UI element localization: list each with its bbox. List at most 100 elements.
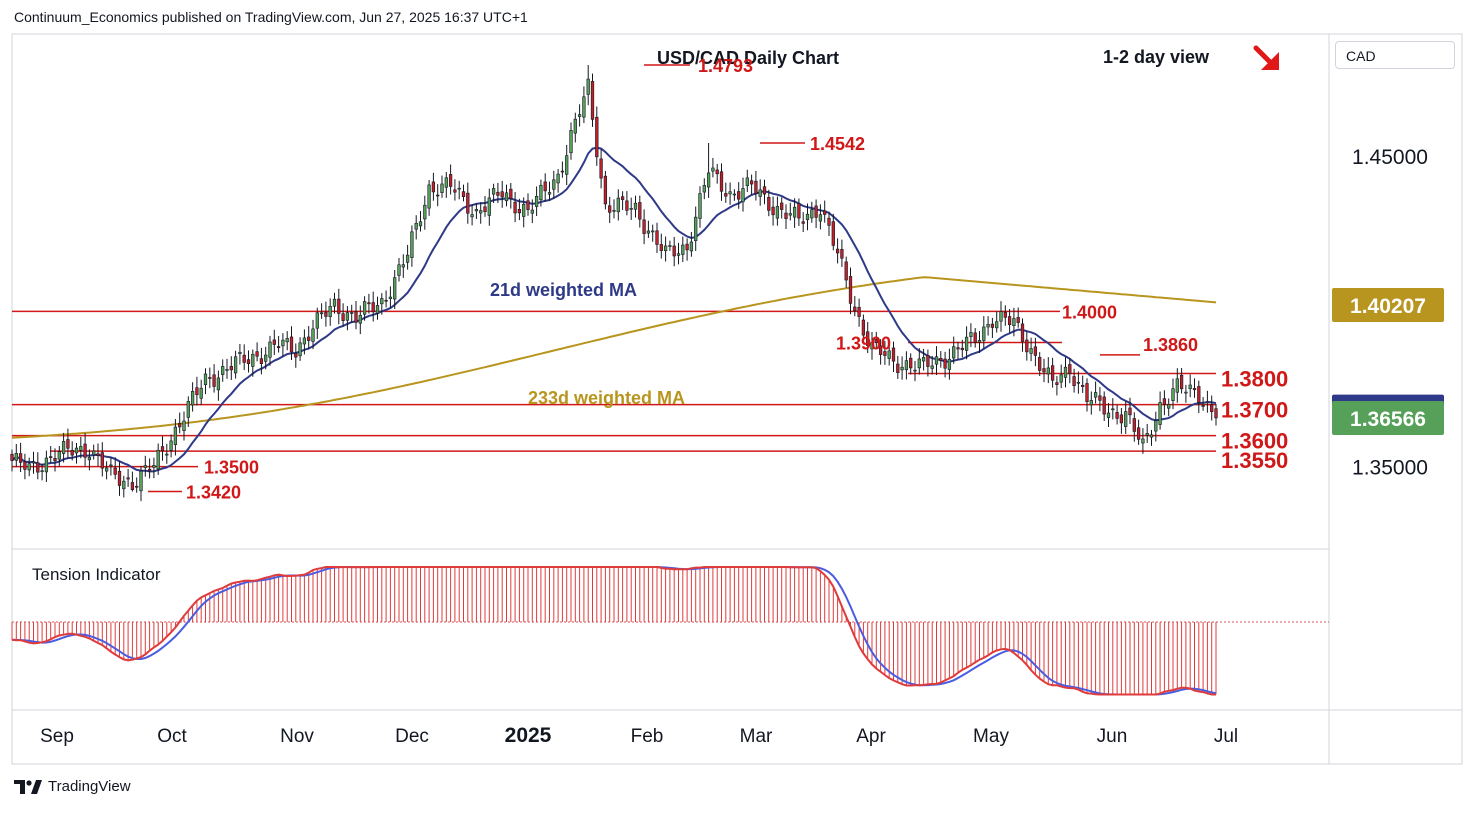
tradingview-branding[interactable]: TradingView (14, 778, 131, 795)
candle (199, 379, 203, 406)
candle (27, 457, 31, 477)
candle (612, 199, 616, 219)
candle (917, 348, 921, 375)
x-tick-label: May (973, 726, 1009, 747)
candle (109, 457, 113, 476)
candle (556, 169, 560, 193)
candle (1158, 391, 1162, 430)
candle (1124, 401, 1128, 434)
level-label: 1.3500 (204, 458, 259, 478)
candle (801, 212, 805, 233)
candle (229, 356, 233, 381)
candle (276, 335, 281, 353)
candle (711, 157, 715, 178)
candle (152, 457, 156, 479)
candle (1029, 337, 1033, 362)
candle (259, 347, 264, 375)
candle (1059, 364, 1063, 389)
publisher-header: Continuum_Economics published on Trading… (14, 9, 528, 25)
currency-selector[interactable]: CAD (1335, 41, 1455, 69)
candle (328, 298, 332, 326)
candle (190, 382, 195, 412)
candle (552, 170, 556, 199)
candle (900, 356, 904, 380)
candle (857, 298, 861, 327)
candle (1154, 411, 1158, 442)
candle (483, 195, 487, 217)
candle (474, 203, 479, 219)
axes: Sep Oct Nov Dec 2025 Feb Mar Apr May Jun Jul 1.4500… (40, 146, 1428, 747)
candle (586, 65, 590, 106)
candle (517, 198, 522, 221)
candle (702, 178, 706, 200)
candle (83, 433, 87, 466)
candle (663, 236, 668, 262)
candle (1132, 412, 1136, 442)
candle (294, 343, 298, 368)
candle (1042, 358, 1046, 383)
candle (775, 196, 780, 226)
candle (1205, 390, 1210, 413)
candle (780, 197, 784, 219)
candle (1128, 397, 1132, 424)
candle (500, 180, 504, 208)
candle (440, 175, 444, 198)
level-label: 1.3700 (1221, 398, 1288, 423)
candle (1020, 318, 1025, 352)
down-arrow-icon (1253, 45, 1279, 70)
x-tick-label: Sep (40, 726, 74, 747)
candle (165, 443, 169, 464)
candle (487, 188, 491, 226)
ma-233-path (11, 276, 1217, 439)
candle (18, 442, 23, 473)
candle (706, 143, 711, 198)
candle (1012, 307, 1016, 337)
candle (741, 177, 745, 212)
view-label: 1-2 day view (1103, 47, 1210, 67)
candle (216, 370, 221, 401)
candle (1145, 423, 1149, 443)
price-badge: 1.36566 (1332, 401, 1444, 436)
tension-indicator-series (11, 566, 1329, 696)
candle (990, 317, 995, 339)
candle (10, 449, 14, 472)
candle (818, 204, 823, 230)
candle (534, 186, 539, 217)
candle (397, 258, 401, 282)
candle (1102, 391, 1106, 421)
candle (242, 344, 246, 371)
tradingview-logo-icon (14, 779, 42, 794)
candle (1210, 395, 1214, 421)
candle (977, 331, 982, 353)
candle (616, 189, 620, 221)
candle (251, 349, 255, 377)
candle (934, 346, 939, 376)
candle (560, 161, 565, 178)
candle (319, 303, 324, 319)
candle (526, 193, 530, 216)
candle (1093, 381, 1098, 404)
candle (582, 86, 586, 124)
price-badge: 1.40207 (1332, 287, 1444, 322)
candle (453, 179, 457, 201)
candle (61, 432, 66, 463)
candle (130, 471, 135, 492)
chart-labels: Tension Indicator USD/CAD Daily Chart 1-2 … (32, 45, 1288, 584)
y-tick-label: 1.35000 (1352, 457, 1428, 480)
ma21-label: 21d weighted MA (490, 280, 637, 300)
candle (195, 376, 199, 406)
candle (909, 353, 913, 375)
candle (853, 296, 857, 317)
level-label: 1.3860 (1143, 335, 1198, 355)
candle (298, 337, 302, 361)
candle (904, 351, 909, 380)
candle (861, 314, 866, 345)
candle (182, 411, 186, 441)
candle (139, 465, 143, 502)
candle (405, 244, 410, 270)
candle (608, 196, 612, 224)
candle (1149, 429, 1154, 446)
candle (814, 199, 818, 228)
